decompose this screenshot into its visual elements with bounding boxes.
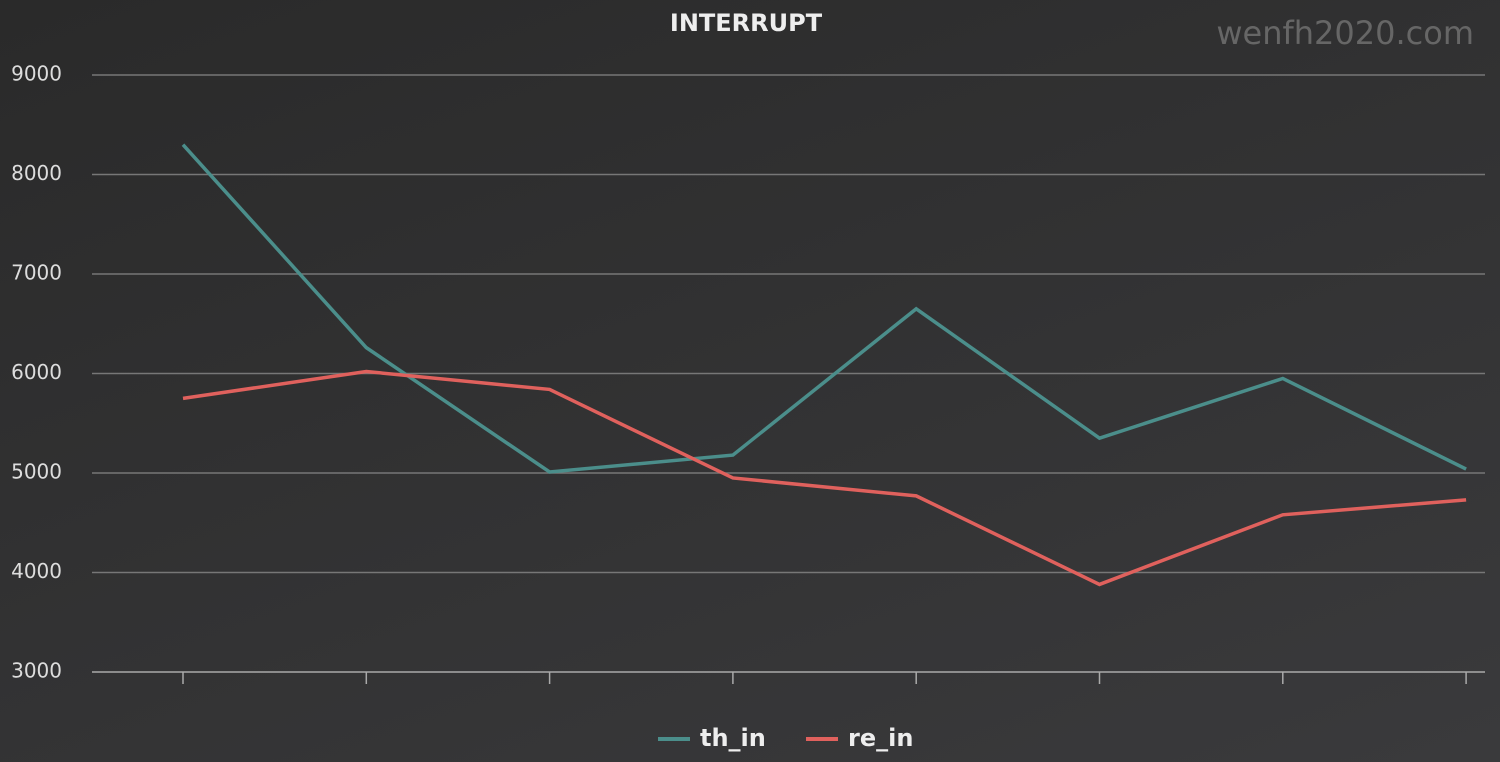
y-tick-label: 8000 <box>11 161 62 185</box>
legend-label: th_in <box>700 724 766 752</box>
y-tick-label: 5000 <box>11 460 62 484</box>
series-line <box>181 143 1467 474</box>
y-tick-label: 6000 <box>11 360 62 384</box>
y-tick-label: 4000 <box>11 559 62 583</box>
series-line <box>182 369 1467 587</box>
chart-title: INTERRUPT <box>670 9 823 37</box>
watermark: wenfh2020.com <box>1216 14 1474 52</box>
y-tick-label: 7000 <box>11 261 62 285</box>
y-tick-label: 9000 <box>11 62 62 86</box>
legend-label: re_in <box>848 724 913 752</box>
y-tick-label: 3000 <box>11 659 62 683</box>
